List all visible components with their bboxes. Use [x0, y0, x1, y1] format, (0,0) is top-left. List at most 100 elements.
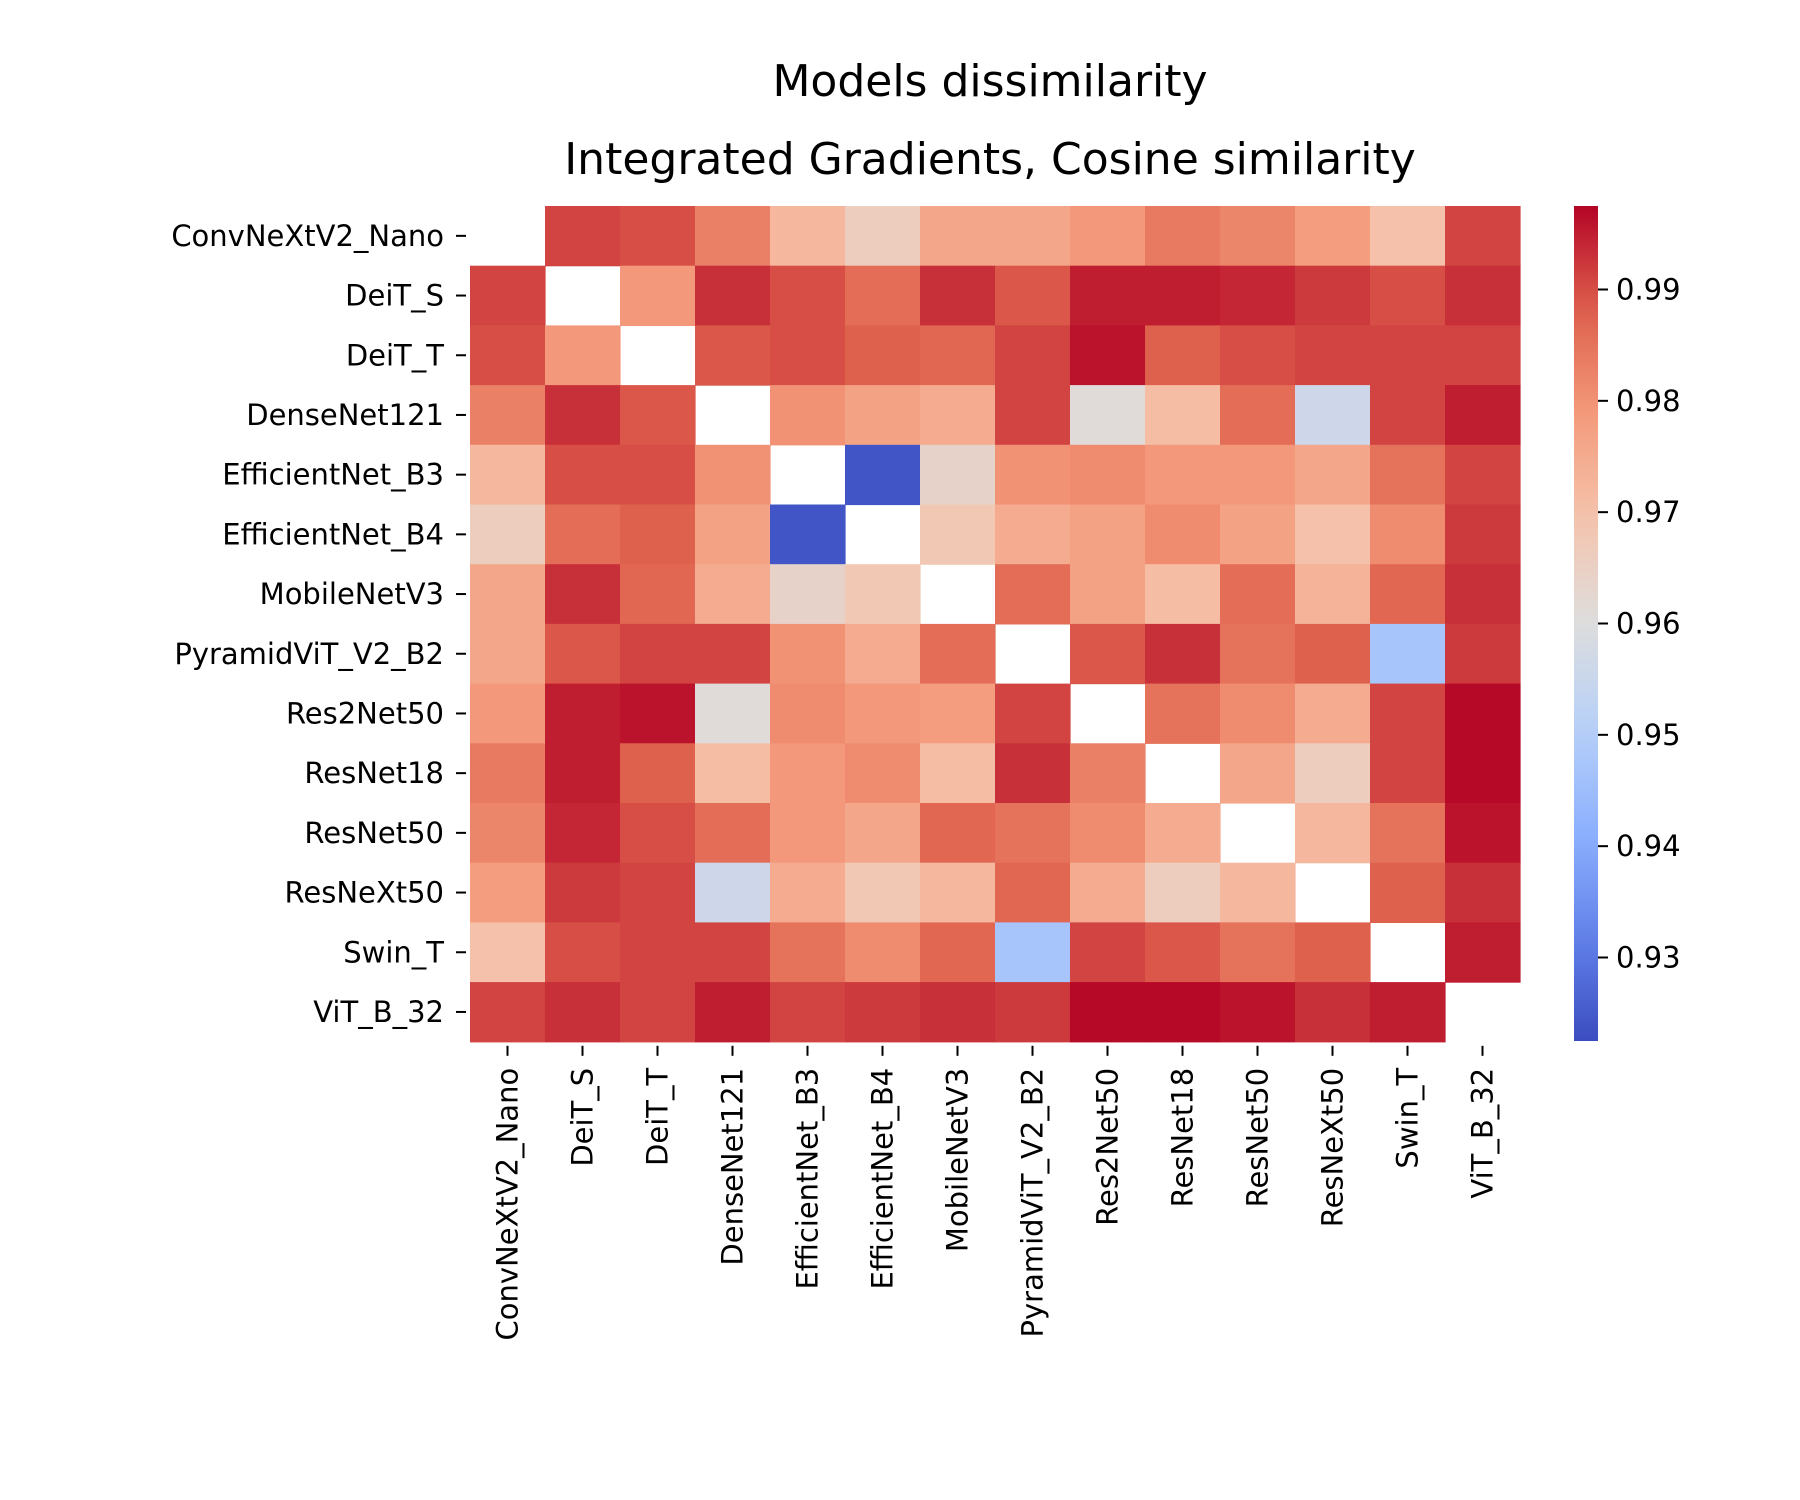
cell-resnet18-efficientnet-b3 [770, 743, 846, 804]
cell-efficientnet-b4-res2net50 [1070, 504, 1146, 565]
cell-resnet50-convnextv2-nano [470, 803, 546, 864]
cell-deit-t-res2net50 [1070, 325, 1146, 386]
row-label-densenet121: DenseNet121 [246, 398, 444, 432]
cell-efficientnet-b4-pyramidvit-v2-b2 [995, 504, 1071, 565]
cell-res2net50-resnet18 [1145, 683, 1221, 744]
cell-convnextv2-nano-resnext50 [1295, 206, 1371, 267]
cell-resnet18-res2net50 [1070, 743, 1146, 804]
col-label-resnet50: ResNet50 [1241, 1068, 1275, 1208]
cell-deit-t-vit-b-32 [1445, 325, 1521, 386]
cell-deit-s-resnext50 [1295, 265, 1371, 326]
colorbar-tick-label-0.97: 0.97 [1616, 495, 1681, 529]
cell-efficientnet-b4-resnet18 [1145, 504, 1221, 565]
cell-pyramidvit-v2-b2-densenet121 [695, 623, 771, 685]
colorbar-tick-label-0.96: 0.96 [1616, 607, 1681, 641]
cell-efficientnet-b4-resnet50 [1220, 504, 1296, 565]
cell-resnext50-convnextv2-nano [470, 862, 546, 923]
col-label-resnext50: ResNeXt50 [1316, 1068, 1350, 1227]
cell-vit-b-32-deit-t [620, 982, 696, 1043]
cell-efficientnet-b3-mobilenetv3 [920, 444, 996, 506]
cell-mobilenetv3-vit-b-32 [1445, 564, 1521, 625]
cell-pyramidvit-v2-b2-efficientnet-b4 [845, 623, 921, 685]
cell-efficientnet-b3-resnext50 [1295, 444, 1371, 506]
cell-resnext50-swin-t [1370, 862, 1446, 923]
cell-deit-s-densenet121 [695, 265, 771, 326]
cell-deit-t-pyramidvit-v2-b2 [995, 325, 1071, 386]
cell-swin-t-resnet18 [1145, 922, 1221, 983]
cell-efficientnet-b3-swin-t [1370, 444, 1446, 506]
cell-vit-b-32-efficientnet-b4 [845, 982, 921, 1043]
cell-deit-s-pyramidvit-v2-b2 [995, 265, 1071, 326]
row-label-efficientnet-b4: EfficientNet_B4 [222, 517, 444, 551]
col-label-vit-b-32: ViT_B_32 [1466, 1068, 1500, 1199]
cell-swin-t-deit-s [545, 922, 621, 983]
cell-vit-b-32-convnextv2-nano [470, 982, 546, 1043]
cell-resnet18-swin-t [1370, 743, 1446, 804]
cell-mobilenetv3-deit-t [620, 564, 696, 625]
cell-densenet121-res2net50 [1070, 385, 1146, 446]
cell-swin-t-resnet50 [1220, 922, 1296, 983]
cell-resnet50-pyramidvit-v2-b2 [995, 803, 1071, 864]
cell-deit-s-mobilenetv3 [920, 265, 996, 326]
cell-res2net50-efficientnet-b4 [845, 683, 921, 744]
cell-deit-t-swin-t [1370, 325, 1446, 386]
cell-efficientnet-b3-vit-b-32 [1445, 444, 1521, 506]
cell-swin-t-resnext50 [1295, 922, 1371, 983]
col-label-swin-t: Swin_T [1391, 1068, 1425, 1169]
cell-resnet18-efficientnet-b4 [845, 743, 921, 804]
column-labels: ConvNeXtV2_Nano DeiT_S DeiT_T DenseNet121 Ef… [491, 1045, 1500, 1340]
cell-resnet50-resnext50 [1295, 803, 1371, 864]
cell-convnextv2-nano-mobilenetv3 [920, 206, 996, 267]
cell-swin-t-mobilenetv3 [920, 922, 996, 983]
cell-mobilenetv3-resnext50 [1295, 564, 1371, 625]
cell-deit-s-vit-b-32 [1445, 265, 1521, 326]
colorbar: 0.93 0.94 0.95 0.96 0.97 0.98 0.99 [1574, 206, 1681, 1041]
row-label-pyramidvit-v2-b2: PyramidViT_V2_B2 [174, 637, 444, 671]
cell-deit-t-efficientnet-b3 [770, 325, 846, 386]
cell-resnext50-densenet121 [695, 862, 771, 923]
cell-pyramidvit-v2-b2-resnet50 [1220, 623, 1296, 685]
cell-resnet18-resnext50 [1295, 743, 1371, 804]
cell-deit-t-resnet18 [1145, 325, 1221, 386]
cell-efficientnet-b3-resnet50 [1220, 444, 1296, 506]
cell-resnext50-efficientnet-b4 [845, 862, 921, 923]
col-label-efficientnet-b3: EfficientNet_B3 [791, 1068, 825, 1290]
chart-title-line-2: Integrated Gradients, Cosine similarity [564, 134, 1416, 185]
cell-res2net50-deit-t [620, 683, 696, 744]
colorbar-tick-label-0.94: 0.94 [1616, 829, 1681, 863]
cell-mobilenetv3-densenet121 [695, 564, 771, 625]
cell-mobilenetv3-deit-s [545, 564, 621, 625]
cell-efficientnet-b4-deit-t [620, 504, 696, 565]
cell-vit-b-32-pyramidvit-v2-b2 [995, 982, 1071, 1043]
cell-convnextv2-nano-swin-t [1370, 206, 1446, 267]
cell-resnext50-deit-s [545, 862, 621, 923]
cell-efficientnet-b3-deit-t [620, 444, 696, 506]
cell-convnextv2-nano-deit-t [620, 206, 696, 267]
cell-swin-t-res2net50 [1070, 922, 1146, 983]
cell-resnet50-mobilenetv3 [920, 803, 996, 864]
cell-pyramidvit-v2-b2-deit-s [545, 623, 621, 685]
row-label-efficientnet-b3: EfficientNet_B3 [222, 458, 444, 492]
cell-res2net50-deit-s [545, 683, 621, 744]
cell-res2net50-pyramidvit-v2-b2 [995, 683, 1071, 744]
cell-resnext50-resnet50 [1220, 862, 1296, 923]
cell-swin-t-deit-t [620, 922, 696, 983]
col-label-mobilenetv3: MobileNetV3 [941, 1068, 975, 1252]
cell-mobilenetv3-efficientnet-b4 [845, 564, 921, 625]
cell-deit-t-resnet50 [1220, 325, 1296, 386]
cell-convnextv2-nano-deit-s [545, 206, 621, 267]
cell-vit-b-32-densenet121 [695, 982, 771, 1043]
cell-mobilenetv3-res2net50 [1070, 564, 1146, 625]
row-label-resnet18: ResNet18 [304, 756, 444, 790]
cell-resnext50-vit-b-32 [1445, 862, 1521, 923]
cell-res2net50-mobilenetv3 [920, 683, 996, 744]
cell-resnet50-swin-t [1370, 803, 1446, 864]
cell-vit-b-32-mobilenetv3 [920, 982, 996, 1043]
row-label-swin-t: Swin_T [343, 935, 444, 969]
cell-deit-s-efficientnet-b3 [770, 265, 846, 326]
cell-pyramidvit-v2-b2-vit-b-32 [1445, 623, 1521, 685]
cell-efficientnet-b3-deit-s [545, 444, 621, 506]
chart-title: Models dissimilarity Integrated Gradients… [564, 56, 1416, 185]
cell-deit-t-convnextv2-nano [470, 325, 546, 386]
